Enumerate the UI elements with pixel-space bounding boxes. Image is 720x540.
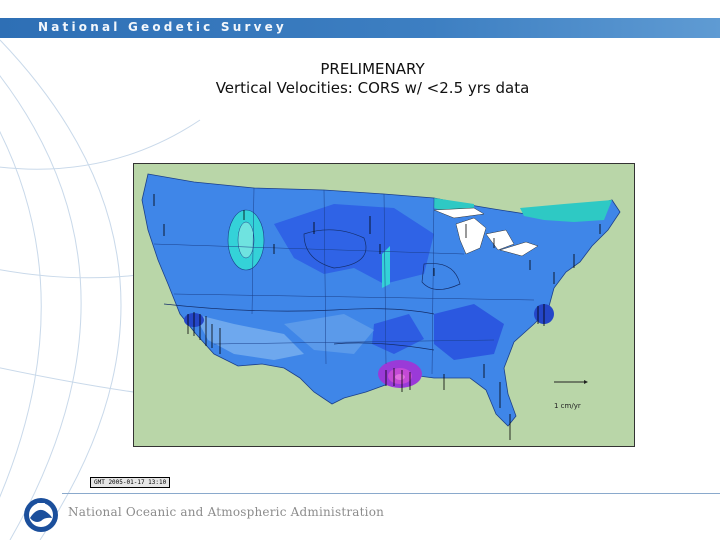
uplift-zone: [520, 200, 612, 222]
station-vectors: [153, 194, 601, 440]
gmt-stamp: GMT 2005-01-17 13:10: [90, 477, 171, 488]
great-lakes: [455, 217, 487, 255]
velocity-contours: [163, 229, 461, 351]
light-velocity-zone: [194, 314, 304, 360]
velocity-map: 1 cm/yr: [133, 163, 635, 447]
uplift-zone: [382, 246, 390, 288]
great-lakes: [499, 241, 539, 257]
scale-legend-label: 1 cm/yr: [554, 402, 581, 410]
slide-title: PRELIMENARY Vertical Velocities: CORS w/…: [150, 60, 595, 98]
slide-title-line2: Vertical Velocities: CORS w/ <2.5 yrs da…: [215, 79, 530, 97]
subsidence-zone: [395, 374, 405, 380]
velocity-map-canvas: 1 cm/yr: [134, 164, 634, 446]
dark-velocity-zone: [434, 304, 504, 360]
light-velocity-zone: [284, 314, 374, 354]
footer-agency-name: National Oceanic and Atmospheric Adminis…: [68, 505, 385, 519]
header-bar: National Geodetic Survey: [0, 18, 720, 38]
noaa-logo-icon: [24, 498, 58, 532]
scale-legend: 1 cm/yr: [554, 380, 588, 410]
agency-title: National Geodetic Survey: [38, 20, 287, 34]
footer-rule: [62, 493, 720, 494]
great-lakes: [433, 207, 485, 219]
state-borders: [153, 187, 535, 375]
uplift-zone: [237, 221, 255, 259]
slide-title-line1: PRELIMENARY: [320, 60, 425, 78]
